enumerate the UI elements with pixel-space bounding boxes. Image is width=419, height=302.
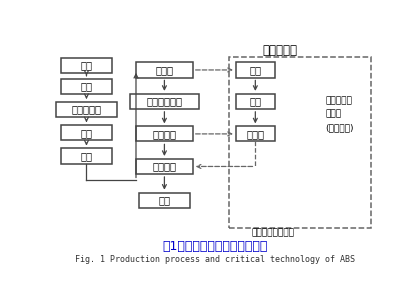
Text: 均热、加热: 均热、加热: [72, 104, 101, 114]
Text: 固溶: 固溶: [249, 65, 261, 75]
Text: 涂润滑剂: 涂润滑剂: [153, 162, 176, 172]
Text: 熔炼: 熔炼: [80, 60, 93, 70]
Text: 预时效: 预时效: [246, 129, 264, 139]
Text: 装备技术依赖进口: 装备技术依赖进口: [252, 228, 295, 237]
Text: 热处理: 热处理: [155, 65, 173, 75]
Bar: [61, 125, 111, 140]
Text: 关键装备：
气垫炉
(国外垄断): 关键装备： 气垫炉 (国外垄断): [325, 96, 354, 132]
Text: 拉弯矫直: 拉弯矫直: [153, 129, 176, 139]
Bar: [136, 126, 193, 141]
Bar: [236, 94, 275, 109]
Text: 图1汽车板生产工艺及关键技术: 图1汽车板生产工艺及关键技术: [162, 240, 267, 253]
Text: 热轧: 热轧: [80, 128, 93, 138]
Bar: [61, 149, 111, 164]
Bar: [236, 63, 275, 78]
Text: 预处理工序: 预处理工序: [262, 44, 297, 57]
Bar: [57, 102, 116, 117]
Bar: [61, 58, 111, 73]
Bar: [136, 63, 193, 78]
Text: 淬火: 淬火: [249, 96, 261, 106]
Bar: [130, 94, 199, 109]
Bar: [61, 79, 111, 94]
Text: Fig. 1 Production process and critical technology of ABS: Fig. 1 Production process and critical t…: [75, 255, 355, 264]
Bar: [236, 126, 275, 141]
Bar: [139, 193, 189, 208]
Text: 冷轧: 冷轧: [80, 151, 93, 161]
Bar: [229, 57, 371, 228]
Text: 表面转化处理: 表面转化处理: [146, 96, 182, 106]
Bar: [136, 159, 193, 174]
Text: 铸造: 铸造: [80, 81, 93, 91]
Text: 成品: 成品: [158, 195, 171, 205]
